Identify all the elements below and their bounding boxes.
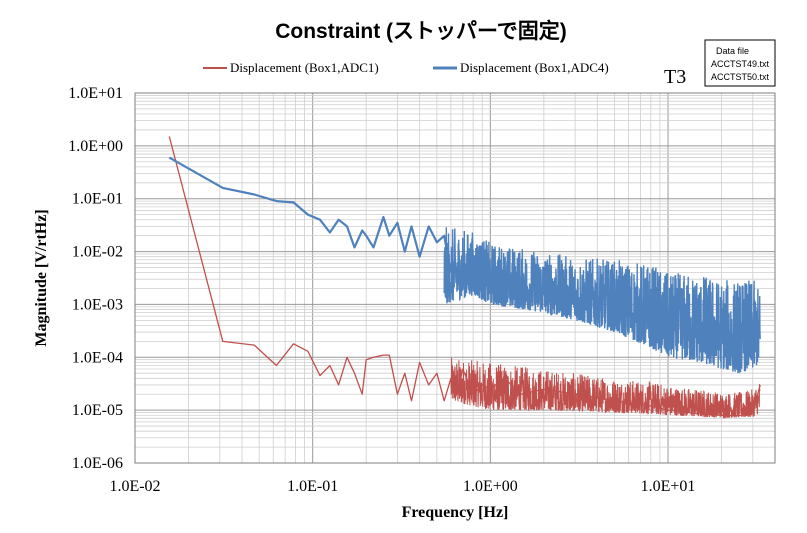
data-file-box: Data file ACCTST49.txt ACCTST50.txt bbox=[704, 39, 776, 87]
y-axis-label: Magnitude [V/rtHz] bbox=[33, 209, 50, 346]
annotation-tag: T3 bbox=[664, 66, 686, 88]
x-axis-label: Frequency [Hz] bbox=[402, 504, 509, 521]
y-tick-label: 1.0E-01 bbox=[72, 191, 123, 208]
series-noise bbox=[450, 357, 761, 419]
y-tick-label: 1.0E-02 bbox=[72, 244, 123, 261]
chart-title: Constraint (ストッパーで固定) bbox=[275, 19, 567, 43]
data-file-name: ACCTST49.txt bbox=[711, 59, 770, 69]
y-tick-label: 1.0E-05 bbox=[72, 402, 123, 419]
y-tick-label: 1.0E+01 bbox=[68, 85, 123, 102]
x-tick-label: 1.0E-02 bbox=[109, 478, 160, 495]
x-tick-label: 1.0E+00 bbox=[463, 478, 518, 495]
legend-label-adc1: Displacement (Box1,ADC1) bbox=[230, 60, 379, 75]
x-axis-ticks: 1.0E-02 1.0E-01 1.0E+00 1.0E+01 bbox=[109, 478, 695, 495]
series-layer bbox=[168, 136, 761, 419]
x-tick-label: 1.0E+01 bbox=[641, 478, 696, 495]
y-tick-label: 1.0E-03 bbox=[72, 296, 123, 313]
y-tick-label: 1.0E-06 bbox=[72, 455, 123, 472]
series-noise bbox=[443, 227, 761, 374]
y-tick-label: 1.0E-04 bbox=[72, 349, 123, 366]
plot-area bbox=[134, 92, 776, 464]
data-file-title: Data file bbox=[716, 46, 749, 56]
data-file-name: ACCTST50.txt bbox=[711, 72, 770, 82]
legend-label-adc4: Displacement (Box1,ADC4) bbox=[460, 60, 609, 75]
series-line bbox=[168, 156, 452, 273]
x-tick-label: 1.0E-01 bbox=[287, 478, 338, 495]
legend: Displacement (Box1,ADC1) Displacement (B… bbox=[203, 60, 609, 75]
y-tick-label: 1.0E+00 bbox=[68, 138, 123, 155]
y-axis-ticks: 1.0E+01 1.0E+00 1.0E-01 1.0E-02 1.0E-03 1.0E-… bbox=[68, 85, 123, 472]
